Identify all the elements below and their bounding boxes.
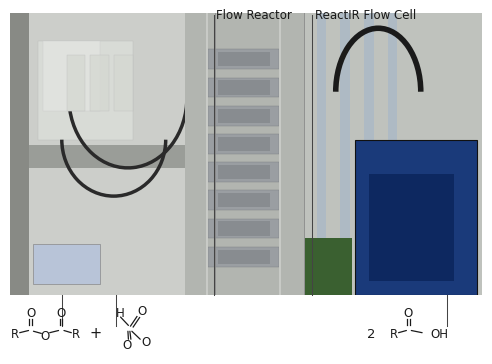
FancyBboxPatch shape <box>38 41 133 140</box>
FancyBboxPatch shape <box>217 221 270 236</box>
FancyBboxPatch shape <box>10 13 29 295</box>
Text: Flow Reactor: Flow Reactor <box>216 9 292 22</box>
FancyBboxPatch shape <box>217 52 270 66</box>
FancyBboxPatch shape <box>217 80 270 95</box>
FancyBboxPatch shape <box>279 13 281 295</box>
FancyBboxPatch shape <box>217 108 270 123</box>
FancyBboxPatch shape <box>217 250 270 264</box>
FancyBboxPatch shape <box>317 13 326 295</box>
Text: R: R <box>390 328 398 341</box>
Text: O: O <box>123 339 132 352</box>
FancyBboxPatch shape <box>10 13 184 295</box>
FancyBboxPatch shape <box>217 137 270 151</box>
FancyBboxPatch shape <box>364 13 373 295</box>
FancyBboxPatch shape <box>355 140 477 295</box>
FancyBboxPatch shape <box>208 190 279 210</box>
FancyBboxPatch shape <box>208 50 279 69</box>
Text: O: O <box>137 305 146 318</box>
Text: 2: 2 <box>367 328 376 341</box>
Text: O: O <box>404 307 413 320</box>
FancyBboxPatch shape <box>208 162 279 182</box>
Text: +: + <box>90 326 102 341</box>
FancyBboxPatch shape <box>43 41 99 111</box>
FancyBboxPatch shape <box>217 193 270 207</box>
FancyBboxPatch shape <box>208 247 279 266</box>
FancyBboxPatch shape <box>208 106 279 126</box>
FancyBboxPatch shape <box>184 13 305 295</box>
Text: ReactIR Flow Cell: ReactIR Flow Cell <box>315 9 416 22</box>
FancyBboxPatch shape <box>90 55 109 111</box>
FancyBboxPatch shape <box>33 244 99 284</box>
Text: O: O <box>26 307 35 320</box>
Text: R: R <box>72 328 80 341</box>
FancyBboxPatch shape <box>114 55 133 111</box>
FancyBboxPatch shape <box>305 238 352 295</box>
FancyBboxPatch shape <box>340 13 350 295</box>
FancyBboxPatch shape <box>208 134 279 154</box>
FancyBboxPatch shape <box>66 55 86 111</box>
Text: O: O <box>57 307 65 320</box>
Text: OH: OH <box>430 328 449 341</box>
FancyBboxPatch shape <box>206 13 208 295</box>
FancyBboxPatch shape <box>305 13 482 295</box>
FancyBboxPatch shape <box>388 13 397 295</box>
Text: O: O <box>141 336 150 349</box>
FancyBboxPatch shape <box>10 13 482 295</box>
FancyBboxPatch shape <box>369 174 454 281</box>
Text: R: R <box>11 328 19 341</box>
FancyBboxPatch shape <box>208 219 279 238</box>
FancyBboxPatch shape <box>208 78 279 97</box>
FancyBboxPatch shape <box>29 145 184 168</box>
Text: O: O <box>41 330 50 343</box>
Text: H: H <box>116 307 125 320</box>
FancyBboxPatch shape <box>217 165 270 179</box>
